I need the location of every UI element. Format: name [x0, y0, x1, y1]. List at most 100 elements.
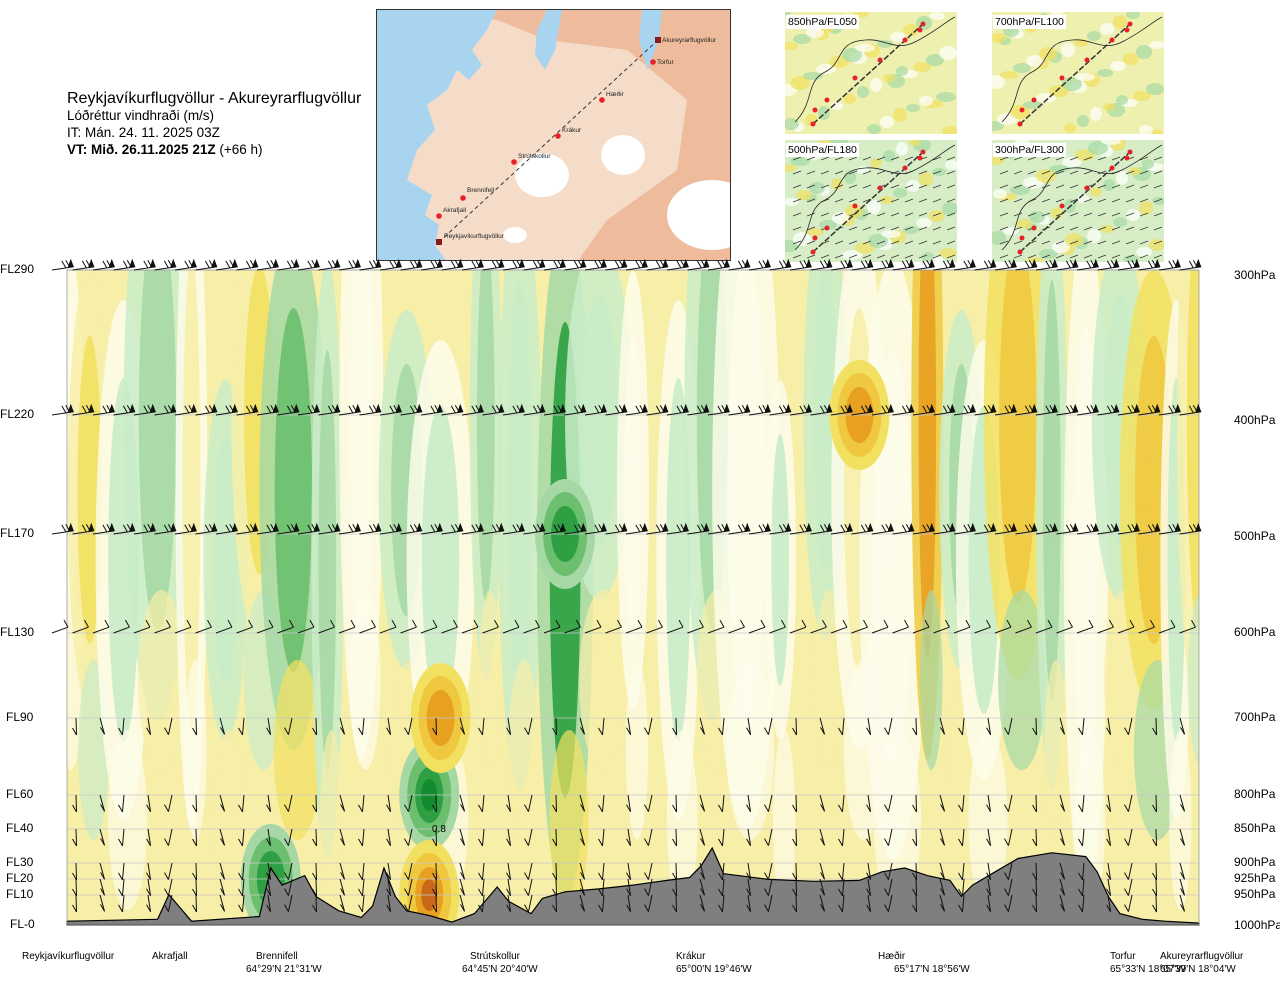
- wind-barb: [154, 411, 177, 416]
- fl-label: FL170: [0, 526, 35, 540]
- wind-barb-feather: [245, 260, 251, 269]
- wind-barb: [1059, 894, 1066, 912]
- wind-barb: [687, 626, 704, 634]
- wind-barb-feather: [922, 524, 928, 533]
- wind-barb-feather: [958, 804, 963, 813]
- wind-barb-feather: [1032, 872, 1037, 881]
- wind-barb-pennant: [846, 258, 853, 268]
- wind-barb-feather: [580, 838, 585, 846]
- wind-barb-pennant: [1113, 403, 1120, 413]
- wind-barb: [215, 266, 238, 271]
- wind-barb-feather: [718, 904, 723, 913]
- wind-barb-pennant: [908, 403, 915, 413]
- wind-barb: [647, 717, 653, 735]
- wind-barb: [987, 794, 992, 812]
- wind-barb: [219, 894, 226, 912]
- wind-barb-feather: [81, 260, 87, 269]
- wind-barb: [851, 266, 874, 271]
- wind-barb: [92, 530, 115, 535]
- level-thumbnail[interactable]: 500hPa/FL180: [785, 140, 957, 262]
- wind-barb: [459, 862, 466, 880]
- wind-barb-feather: [1180, 838, 1185, 846]
- hpa-label: 600hPa: [1234, 625, 1276, 639]
- level-thumbnail[interactable]: 700hPa/FL100: [992, 12, 1164, 134]
- wind-barb-feather: [238, 872, 243, 881]
- wind-barb: [1127, 894, 1133, 912]
- wind-barb-pennant: [600, 522, 607, 532]
- wind-barb: [1179, 266, 1202, 271]
- wind-barb-feather: [147, 524, 153, 532]
- wind-barb: [459, 794, 466, 812]
- wind-barb-feather: [327, 524, 333, 533]
- level-thumbnail[interactable]: 850hPa/FL050: [785, 12, 957, 134]
- wind-barb-feather: [782, 260, 788, 268]
- wind-barb: [435, 828, 438, 847]
- wind-barb-feather: [352, 260, 358, 268]
- wind-barb-feather: [594, 260, 600, 269]
- wind-barb: [523, 530, 546, 535]
- wind-barb-feather: [672, 804, 677, 813]
- wind-barb-feather: [1152, 804, 1157, 813]
- wind-barb: [867, 828, 872, 846]
- wind-barb-feather: [404, 838, 409, 846]
- wind-barb: [987, 717, 992, 735]
- wind-barb-feather: [696, 405, 702, 414]
- wind-barb-feather: [885, 524, 891, 532]
- wind-barb-feather: [926, 260, 932, 268]
- wind-barb-feather: [393, 260, 399, 268]
- hpa-label: 500hPa: [1234, 529, 1276, 543]
- wind-barb-feather: [1008, 260, 1014, 268]
- wind-barb-feather: [126, 524, 132, 532]
- wind-barb-feather: [85, 260, 91, 268]
- wind-barb-feather: [1024, 524, 1030, 533]
- wind-barb-feather: [220, 904, 225, 912]
- wind-barb-pennant: [498, 258, 505, 268]
- wind-barb: [915, 717, 918, 736]
- wind-barb-feather: [838, 838, 843, 847]
- wind-barb-pennant: [723, 258, 730, 268]
- station-name: Akrafjall: [152, 951, 188, 962]
- wind-barb-pennant: [313, 403, 320, 413]
- wind-barb: [915, 862, 918, 881]
- wind-barb-feather: [85, 405, 91, 413]
- wind-barb-feather: [460, 727, 465, 735]
- wind-barb-pennant: [1092, 258, 1099, 268]
- level-thumbnail[interactable]: 300hPa/FL300: [992, 140, 1164, 262]
- wind-barb: [51, 530, 74, 535]
- wind-barb: [543, 411, 566, 416]
- wind-barb: [113, 530, 136, 535]
- wind-barb-feather: [389, 524, 395, 533]
- wind-barb: [459, 894, 466, 912]
- thumbnail-map: [785, 140, 957, 262]
- wind-barb-feather: [249, 524, 255, 532]
- wind-barb-feather: [371, 619, 376, 628]
- wind-barb: [871, 266, 894, 271]
- wind-barb: [241, 717, 245, 735]
- wind-barb: [1158, 411, 1181, 416]
- wind-barb: [527, 794, 533, 812]
- wind-barb: [315, 828, 318, 847]
- wind-barb-feather: [208, 405, 214, 413]
- wind-barb: [1056, 626, 1073, 634]
- wind-barb-feather: [820, 727, 825, 735]
- wind-barb-feather: [860, 260, 866, 269]
- wind-barb-feather: [635, 405, 641, 414]
- wind-barb-feather: [860, 524, 866, 533]
- station-name: Hæðir: [878, 951, 906, 962]
- wind-barb-feather: [552, 727, 557, 736]
- wind-barb-feather: [72, 727, 77, 736]
- glacier: [503, 227, 527, 243]
- wind-barb-feather: [782, 524, 788, 532]
- wind-barb-feather: [881, 260, 887, 269]
- wind-barb: [769, 411, 792, 416]
- wind-barb-feather: [143, 405, 149, 414]
- wind-barb: [241, 878, 245, 896]
- wind-barb: [338, 411, 361, 416]
- wind-barb-pennant: [928, 403, 935, 413]
- wind-barb-pennant: [149, 403, 156, 413]
- wind-barb: [121, 828, 125, 846]
- wind-barb-feather: [1147, 524, 1153, 533]
- wind-barb: [1138, 411, 1161, 416]
- wind-barb: [564, 411, 587, 416]
- glacier: [667, 180, 730, 250]
